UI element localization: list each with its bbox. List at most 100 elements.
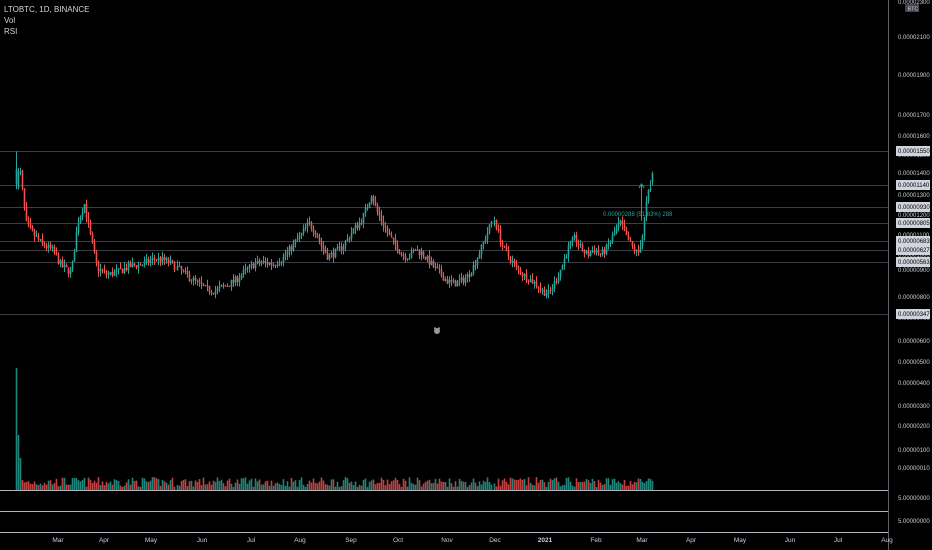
candle-body bbox=[509, 256, 512, 263]
candle-body bbox=[591, 250, 594, 253]
volume-bar bbox=[647, 478, 650, 490]
time-axis-tick: Aug bbox=[881, 537, 893, 544]
price-label-box bbox=[896, 180, 930, 190]
candle-body bbox=[330, 252, 333, 255]
volume-bar bbox=[182, 479, 185, 490]
volume-bar bbox=[212, 480, 215, 490]
volume-bar bbox=[107, 483, 110, 490]
volume-bar bbox=[358, 484, 361, 490]
time-axis-tick: Dec bbox=[489, 537, 501, 544]
volume-bar bbox=[621, 484, 624, 490]
candle-body bbox=[472, 265, 475, 274]
price-axis-tick: 0.00001900 bbox=[898, 73, 930, 79]
volume-bar bbox=[133, 480, 136, 490]
symbol-label[interactable]: LTOBTC, 1D, BINANCE bbox=[4, 5, 90, 14]
volume-bar bbox=[436, 483, 439, 490]
volume-bar bbox=[348, 482, 351, 490]
volume-bar bbox=[390, 481, 393, 490]
candle-body bbox=[15, 168, 18, 184]
volume-bar bbox=[19, 458, 22, 490]
candle-body bbox=[567, 245, 570, 257]
candle-body bbox=[370, 196, 373, 203]
volume-bar bbox=[486, 477, 489, 490]
volume-bar bbox=[145, 481, 148, 490]
candle-body bbox=[127, 263, 130, 271]
volume-bar bbox=[452, 486, 455, 490]
candle-body bbox=[208, 285, 211, 293]
volume-bar bbox=[228, 478, 231, 490]
volume-bar bbox=[334, 486, 337, 490]
volume-bar bbox=[59, 485, 62, 490]
indicator-rsi-label[interactable]: RSI bbox=[4, 27, 18, 36]
volume-bar bbox=[198, 479, 201, 490]
candle-body bbox=[326, 253, 329, 260]
volume-bar bbox=[587, 480, 590, 490]
volume-bar bbox=[539, 479, 542, 490]
candle-body bbox=[292, 243, 295, 251]
volume-bar bbox=[53, 483, 56, 490]
volume-bar bbox=[416, 477, 419, 490]
volume-bar bbox=[599, 482, 602, 490]
candle-body bbox=[527, 280, 530, 283]
volume-bar bbox=[286, 481, 289, 490]
volume-bar bbox=[117, 480, 120, 490]
candle-body bbox=[109, 272, 112, 274]
candle-body bbox=[378, 212, 381, 217]
candle-body bbox=[119, 268, 122, 270]
volume-bar bbox=[541, 479, 544, 490]
volume-bar bbox=[300, 477, 303, 490]
volume-bar bbox=[480, 484, 483, 490]
candle-body bbox=[250, 263, 253, 266]
volume-bar bbox=[428, 479, 431, 490]
volume-bar bbox=[312, 478, 315, 490]
candle-body bbox=[523, 273, 526, 277]
candle-body bbox=[27, 220, 30, 224]
volume-bar bbox=[501, 480, 504, 490]
volume-bar bbox=[234, 482, 237, 490]
volume-bar bbox=[71, 478, 74, 490]
volume-bar bbox=[396, 480, 399, 490]
volume-bar bbox=[352, 485, 355, 490]
indicator-vol-label[interactable]: Vol bbox=[4, 16, 16, 25]
candle-body bbox=[503, 245, 506, 248]
candle-body bbox=[609, 241, 612, 245]
price-label: 0.00001140 bbox=[898, 183, 930, 189]
candle-body bbox=[151, 258, 154, 261]
candle-body bbox=[579, 244, 582, 246]
volume-bar bbox=[446, 486, 449, 490]
volume-bar bbox=[420, 486, 423, 490]
volume-bar bbox=[400, 486, 403, 490]
candle-body bbox=[133, 263, 136, 266]
candle-body bbox=[31, 227, 34, 231]
chart-legend: LTOBTC, 1D, BINANCE Vol RSI bbox=[4, 4, 90, 37]
volume-bar bbox=[306, 483, 309, 490]
candle-body bbox=[543, 289, 546, 296]
volume-bar bbox=[109, 481, 112, 490]
volume-bar bbox=[180, 481, 183, 490]
candle-body bbox=[143, 261, 146, 265]
volume-bar bbox=[545, 486, 548, 490]
candle-body bbox=[402, 254, 405, 256]
candle-body bbox=[627, 235, 630, 241]
candle-body bbox=[300, 232, 303, 236]
candle-body bbox=[81, 212, 84, 217]
price-label-box bbox=[896, 245, 930, 255]
price-axis-tick: 0.00001300 bbox=[898, 193, 930, 199]
candle-body bbox=[575, 235, 578, 243]
candle-body bbox=[380, 216, 383, 222]
candle-body bbox=[169, 260, 172, 264]
volume-bar bbox=[412, 483, 415, 490]
candle-body bbox=[488, 224, 491, 234]
volume-bar bbox=[63, 477, 66, 490]
candle-body bbox=[539, 288, 542, 290]
volume-bar bbox=[161, 479, 164, 490]
currency-badge-label: BTC bbox=[908, 6, 919, 12]
price-axis-tick: 0.00002100 bbox=[898, 35, 930, 41]
candle-body bbox=[392, 237, 395, 240]
candle-body bbox=[615, 228, 618, 233]
volume-bar bbox=[458, 478, 461, 490]
candle-body bbox=[39, 239, 42, 241]
volume-bar bbox=[192, 486, 195, 490]
candle-body bbox=[63, 265, 66, 268]
